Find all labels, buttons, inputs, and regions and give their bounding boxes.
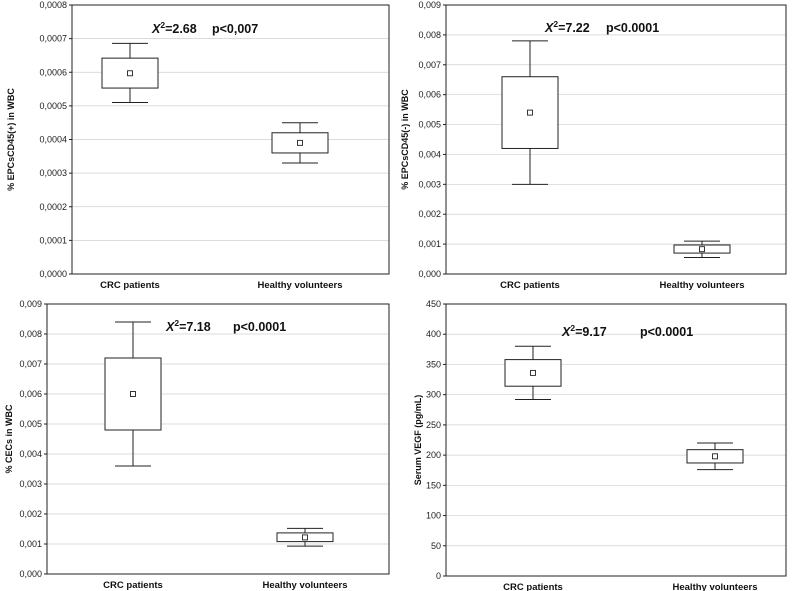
y-tick-label: 200 [426,450,441,460]
plot-frame [445,303,787,577]
y-axis-label: % EPCsCD45(-) in WBC [400,89,410,190]
y-tick-label: 0,0000 [39,269,67,279]
y-tick-label: 0,007 [19,359,42,369]
panel-3: 0,000 0,001 0,002 0,003 0,004 0,005 0,006 0,007… [4,299,390,591]
y-tick-label: 0,0008 [39,0,67,10]
y-tick-label: 0,006 [418,90,441,100]
y-tick-label: 0,002 [418,209,441,219]
y-tick-label: 0,006 [19,389,42,399]
y-tick-label: 0,003 [418,179,441,189]
y-tick-label: 0,005 [19,419,42,429]
panel-4: 0 50 100 150 200 250 300 350 400 450 Serum VEGF (p… [413,299,787,591]
category-label: Healthy volunteers [673,582,758,591]
chi-square-stat: X2=9.17 [561,323,607,339]
mean-marker [127,70,133,77]
box-2 [276,527,334,547]
y-tick-label: 0,0003 [39,168,67,178]
y-tick-label: 0,008 [418,30,441,40]
mean-marker [530,369,536,376]
p-value: p<0.0001 [606,21,659,35]
p-value: p<0.0001 [640,325,693,339]
y-tick-label: 0,0007 [39,34,67,44]
y-axis-label: Serum VEGF (pg/mL) [413,395,423,486]
y-tick-label: 0,0005 [39,101,67,111]
y-tick-label: 0,004 [418,149,441,159]
y-tick-label: 0,005 [418,120,441,130]
box-2 [271,122,329,164]
y-tick-label: 0,000 [19,569,42,579]
y-tick-label: 400 [426,329,441,339]
box-2 [673,240,731,259]
y-tick-label: 0,000 [418,269,441,279]
y-tick-label: 0,003 [19,479,42,489]
y-tick-label: 0,001 [19,539,42,549]
box-1 [101,42,159,104]
y-tick-label: 100 [426,511,441,521]
y-tick-label: 0,0006 [39,67,67,77]
mean-marker [297,139,303,146]
y-tick-label: 350 [426,359,441,369]
panel-1: 0,0000 0,0001 0,0002 0,0003 0,0004 0,0005 0,00… [6,0,390,291]
y-tick-label: 0 [436,571,441,581]
y-tick-label: 0,0004 [39,135,67,145]
box-1 [504,345,562,401]
chi-square-stat: X2=2.68 [151,20,197,36]
y-tick-label: 0,009 [418,0,441,10]
y-tick-label: 50 [431,541,441,551]
category-label: CRC patients [103,580,163,591]
p-value: p<0.0001 [233,320,286,334]
category-label: CRC patients [503,582,563,591]
y-tick-label: 0,007 [418,60,441,70]
chi-square-stat: X2=7.22 [544,19,590,35]
box-1 [104,321,162,467]
y-tick-label: 150 [426,480,441,490]
y-tick-label: 0,009 [19,299,42,309]
chi-square-stat: X2=7.18 [165,318,211,334]
plot-frame [46,303,390,575]
y-tick-label: 0,0001 [39,235,67,245]
y-tick-label: 250 [426,420,441,430]
y-tick-label: 0,008 [19,329,42,339]
y-tick-label: 0,001 [418,239,441,249]
mean-marker [130,391,136,397]
box-1 [501,40,559,185]
y-tick-label: 450 [426,299,441,309]
y-tick-label: 0,004 [19,449,42,459]
plot-frame [445,4,787,275]
mean-marker [527,109,533,116]
p-value: p<0,007 [212,22,258,36]
box-2 [686,442,744,471]
category-label: Healthy volunteers [263,580,348,591]
category-label: Healthy volunteers [258,280,343,291]
y-tick-label: 300 [426,390,441,400]
mean-marker [699,246,705,253]
category-label: CRC patients [100,280,160,291]
y-axis-label: % EPCsCD45(+) in WBC [6,88,16,191]
y-tick-label: 0,002 [19,509,42,519]
mean-marker [712,453,718,460]
panel-2: 0,000 0,001 0,002 0,003 0,004 0,005 0,006 0,007… [400,0,787,291]
category-label: Healthy volunteers [660,280,745,291]
mean-marker [302,534,308,541]
category-label: CRC patients [500,280,560,291]
y-tick-label: 0,0002 [39,202,67,212]
y-axis-label: % CECs in WBC [4,404,14,474]
